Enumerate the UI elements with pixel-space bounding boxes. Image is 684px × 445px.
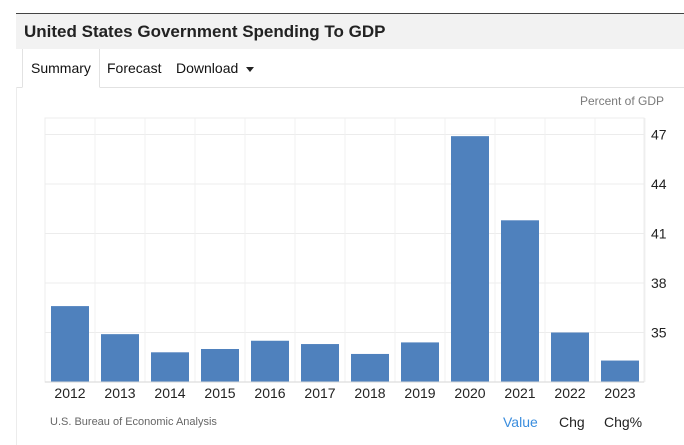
x-tick-label: 2014 [154, 385, 185, 401]
header-top-border [16, 13, 684, 14]
tab-forecast-label: Forecast [107, 60, 162, 76]
y-tick-label: 38 [651, 275, 667, 291]
bar-2021[interactable] [501, 220, 539, 382]
x-tick-label: 2013 [104, 385, 135, 401]
unit-label: Percent of GDP [579, 94, 664, 108]
page-title: United States Government Spending To GDP [24, 22, 386, 41]
x-tick-label: 2016 [254, 385, 285, 401]
x-tick-label: 2012 [54, 385, 85, 401]
panel-left-border [16, 87, 17, 445]
y-tick-label: 44 [651, 176, 667, 192]
y-tick-labels: 35 38 41 44 47 [651, 127, 667, 341]
option-chg[interactable]: Chg [559, 414, 585, 430]
caret-down-icon [246, 66, 255, 72]
tab-summary-label: Summary [31, 60, 91, 76]
bar-2022[interactable] [551, 332, 589, 383]
download-dropdown[interactable]: Download [176, 49, 255, 87]
y-tick-label: 41 [651, 226, 667, 242]
x-tick-label: 2018 [354, 385, 385, 401]
header-bar [16, 14, 684, 49]
bar-2016[interactable] [251, 340, 289, 382]
option-chg-pct[interactable]: Chg% [604, 414, 643, 430]
y-tick-label: 47 [651, 127, 667, 143]
x-tick-label: 2019 [404, 385, 435, 401]
bar-2023[interactable] [601, 360, 639, 382]
x-tick-label: 2021 [504, 385, 535, 401]
x-tick-label: 2022 [554, 385, 585, 401]
tab-bar: Summary Forecast Download [16, 49, 684, 88]
bar-2014[interactable] [151, 352, 189, 382]
bar-2018[interactable] [351, 353, 389, 382]
source-label: U.S. Bureau of Economic Analysis [50, 416, 217, 428]
bar-2019[interactable] [401, 342, 439, 382]
tab-forecast[interactable]: Forecast [107, 49, 161, 87]
y-tick-label: 35 [651, 325, 667, 341]
x-tick-label: 2023 [604, 385, 635, 401]
option-value[interactable]: Value [503, 414, 538, 430]
bars [51, 136, 639, 382]
x-tick-label: 2015 [204, 385, 235, 401]
bar-2020[interactable] [451, 136, 489, 382]
x-tick-label: 2017 [304, 385, 335, 401]
download-label: Download [176, 60, 239, 76]
bar-2012[interactable] [51, 306, 89, 382]
gridlines [45, 118, 646, 382]
bar-2017[interactable] [301, 344, 339, 382]
bar-2013[interactable] [101, 334, 139, 382]
x-tick-label: 2020 [454, 385, 485, 401]
bar-2015[interactable] [201, 349, 239, 382]
tab-summary[interactable]: Summary [22, 49, 100, 88]
x-tick-labels: 2012 2013 2014 2015 2016 2017 2018 2019 2020 2021… [54, 385, 635, 401]
